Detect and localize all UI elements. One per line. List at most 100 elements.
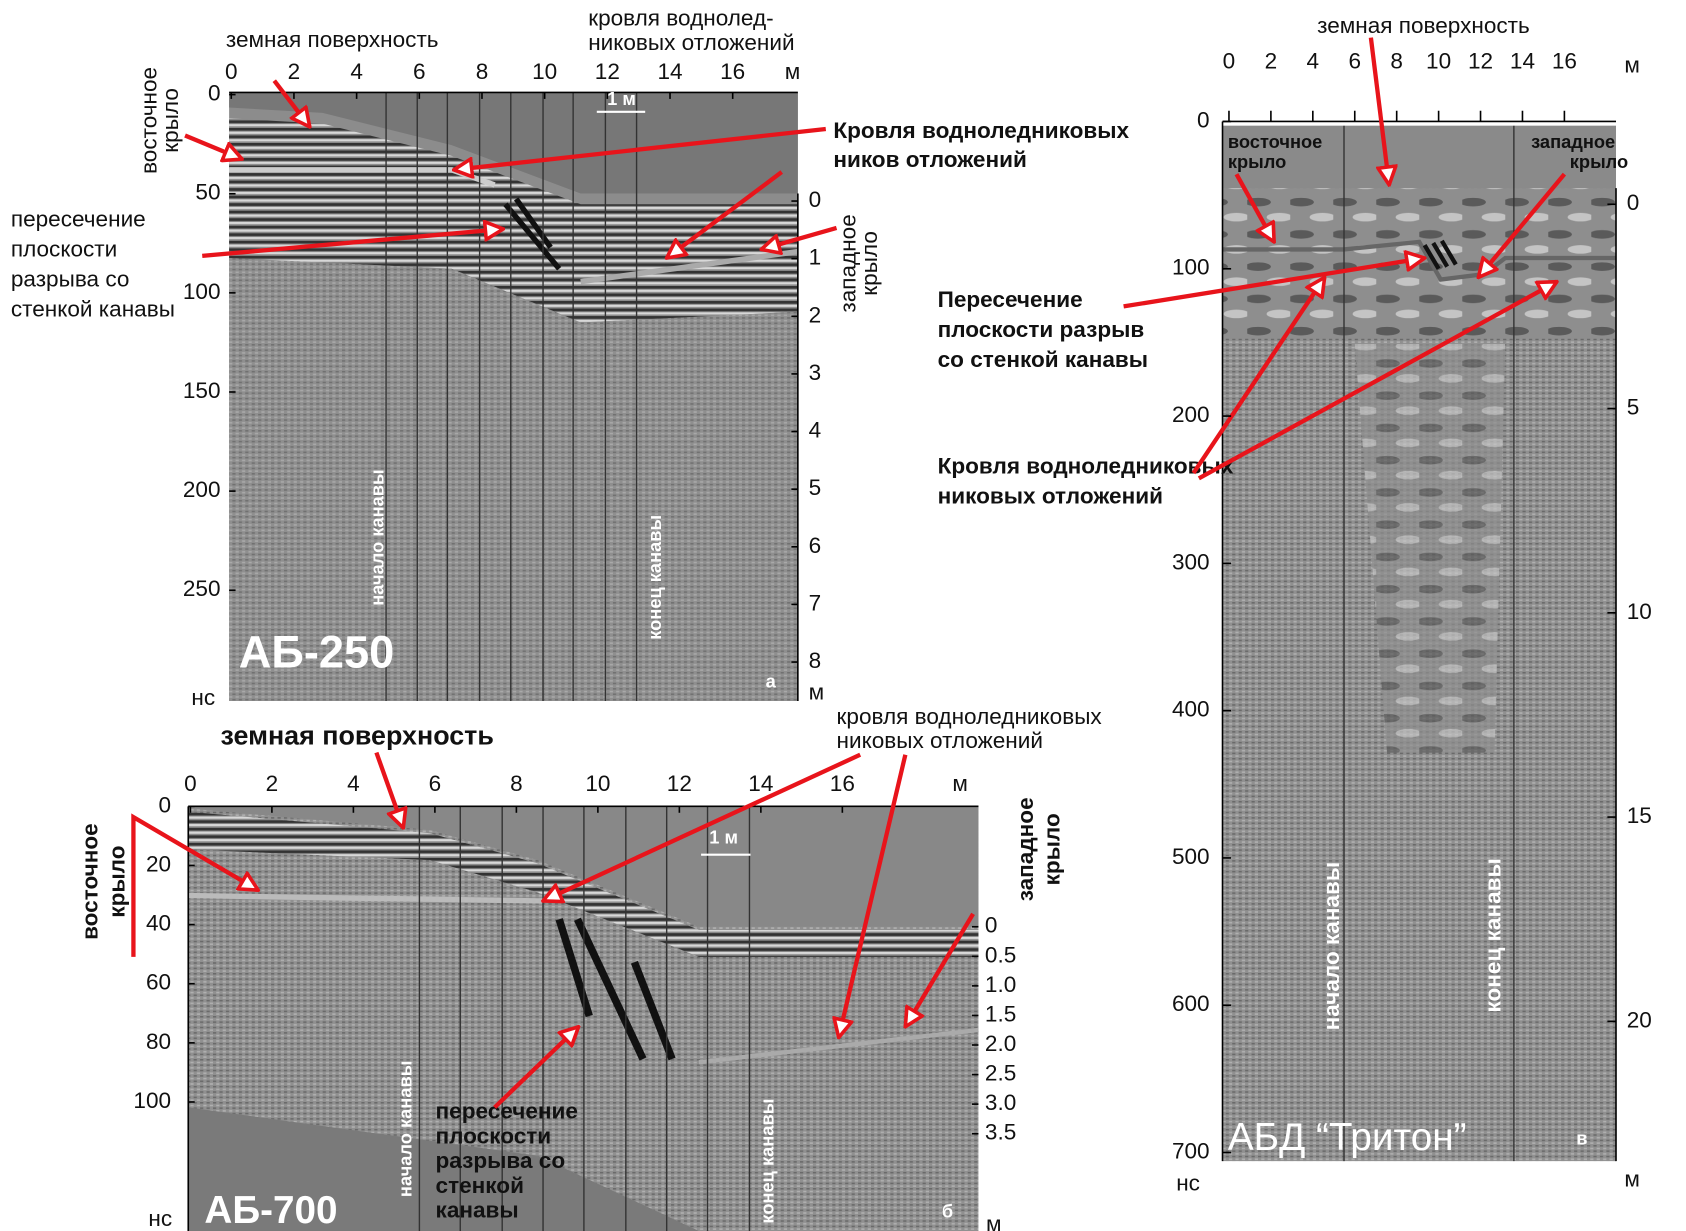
tick-label: 600: [1172, 991, 1210, 1016]
tick-label: 1.0: [985, 972, 1016, 997]
label: начало канавы: [1319, 862, 1344, 1031]
tick-label: 10: [532, 59, 557, 84]
tick-label: 0: [985, 913, 998, 938]
tick-label: 300: [1172, 549, 1210, 574]
label: земная поверхность: [1317, 13, 1530, 38]
label: начало канавы: [394, 1061, 415, 1197]
tick-label: 12: [667, 771, 692, 796]
label: конец канавы: [644, 515, 665, 640]
fault: [1422, 239, 1458, 270]
tick-label: 2: [809, 302, 822, 327]
arrow: [1197, 282, 1557, 481]
texture: [229, 258, 798, 701]
label: пересечение: [436, 1099, 578, 1124]
arrow: [131, 813, 258, 957]
letter: в: [1576, 1127, 1587, 1148]
unit: м: [809, 679, 825, 704]
label: конец канавы: [757, 1099, 778, 1224]
arrow: [454, 126, 827, 170]
panel-a: земная поверхность кровля воднолед- нико…: [11, 5, 1130, 709]
roof-line: [698, 1027, 979, 1065]
device: АБ-700: [204, 1189, 337, 1231]
tick-label: 0: [208, 81, 221, 106]
tick-label: 0: [809, 187, 822, 212]
tick-label: 60: [146, 970, 171, 995]
tick-label: 6: [429, 771, 442, 796]
label: земная поверхность: [226, 27, 439, 52]
tick-label: 3.0: [985, 1090, 1016, 1115]
arrow: [905, 912, 975, 1027]
tick-label: 40: [146, 911, 171, 936]
air: [229, 92, 798, 194]
unit: нс: [191, 685, 215, 710]
tick-label: 3: [809, 360, 822, 385]
tick-label: 3.5: [985, 1120, 1016, 1145]
label: крыло: [1040, 813, 1065, 885]
label: начало канавы: [366, 469, 387, 605]
arrow: [184, 133, 242, 159]
tick-label: 0: [1627, 190, 1640, 215]
label: разрыва со: [11, 267, 130, 292]
tick-label: 16: [720, 59, 745, 84]
tick-label: 4: [347, 771, 360, 796]
tick-label: 10: [1426, 48, 1451, 73]
tick-label: 12: [1468, 48, 1493, 73]
arrow: [272, 79, 309, 127]
tick-label: 6: [1348, 48, 1361, 73]
tick-label: 2: [288, 59, 301, 84]
tick-label: 4: [350, 59, 363, 84]
tick-label: 8: [476, 59, 489, 84]
tick-label: 16: [1552, 48, 1577, 73]
unit: м: [1624, 53, 1640, 78]
label: плоскости: [11, 236, 117, 261]
label: канавы: [436, 1198, 519, 1223]
trench-lines: [418, 806, 751, 1231]
unit: м: [1624, 1166, 1640, 1191]
arrow: [1191, 277, 1324, 475]
label: плоскости: [436, 1123, 552, 1148]
tick-label: 5: [1627, 395, 1640, 420]
arrow: [374, 751, 403, 828]
tick-label: 100: [133, 1088, 171, 1113]
arrow: [543, 752, 862, 901]
arrow: [761, 225, 838, 250]
unit: нс: [148, 1206, 172, 1231]
label: никовых отложений: [588, 30, 794, 55]
scale: 1 м: [607, 88, 636, 109]
label: западное: [1531, 131, 1615, 152]
label: Кровля водноледниковых: [938, 454, 1234, 479]
tick-label: 10: [585, 771, 610, 796]
trench-lines: [385, 92, 638, 701]
arrow: [202, 229, 503, 259]
label: конец канавы: [1480, 858, 1505, 1012]
tick-label: 250: [183, 576, 221, 601]
tick-label: 20: [1627, 1007, 1652, 1032]
tick-label: 10: [1627, 599, 1652, 624]
label: стенкой: [436, 1173, 524, 1198]
label: стенкой канавы: [11, 297, 175, 322]
tick-label: 4: [809, 418, 822, 443]
tick-label: 16: [830, 771, 855, 796]
tick-label: 14: [657, 59, 682, 84]
tick-label: 1: [809, 245, 822, 270]
tick-label: 5: [809, 475, 822, 500]
label: восточное: [77, 823, 102, 940]
tick-label: 400: [1172, 697, 1210, 722]
tick-label: 15: [1627, 803, 1652, 828]
tick-label: 2: [266, 771, 279, 796]
tick-label: 80: [146, 1029, 171, 1054]
tick-label: 14: [748, 771, 773, 796]
arrow: [1368, 37, 1389, 185]
label: восточное: [1228, 131, 1322, 152]
tick-label: 6: [413, 59, 426, 84]
label: пересечение: [11, 206, 146, 231]
panel-b: земная поверхность кровля водноледниковы…: [77, 704, 1102, 1231]
label: крыло: [158, 88, 183, 153]
arrow: [839, 754, 908, 1038]
tick-label: 14: [1510, 48, 1535, 73]
label: крыло: [1570, 151, 1628, 172]
label: со стенкой канавы: [938, 347, 1148, 372]
label: Пересечение: [938, 287, 1083, 312]
